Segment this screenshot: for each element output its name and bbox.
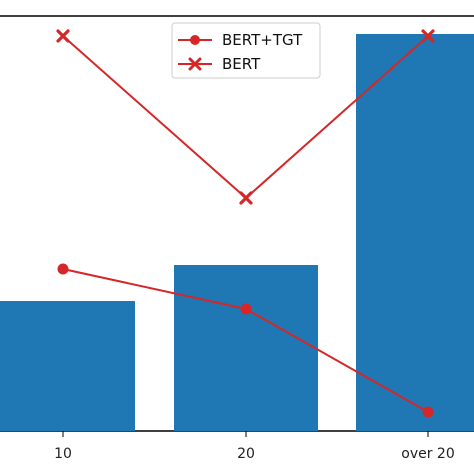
- point-bert-1: [239, 191, 253, 205]
- legend: BERT+TGT BERT: [171, 22, 321, 79]
- point-bert-0: [56, 29, 70, 43]
- bar-20: [174, 265, 318, 431]
- legend-entry-bert-tgt: BERT+TGT: [178, 31, 303, 49]
- legend-entry-bert: BERT: [178, 55, 261, 73]
- x-tick-label-1: 20: [237, 446, 255, 462]
- bar-group: [0, 34, 474, 431]
- legend-marker-circle: [190, 35, 200, 45]
- x-tick-label-0: 10: [54, 446, 72, 462]
- line-series-group: [56, 29, 435, 418]
- bar-10: [0, 301, 135, 431]
- x-tick-label-2: over 20: [401, 446, 454, 462]
- point-bert-tgt-2: [422, 406, 434, 418]
- bar-over-20: [356, 34, 474, 431]
- point-bert-2: [421, 29, 435, 43]
- legend-label-bert: BERT: [222, 55, 261, 73]
- legend-label-bert-tgt: BERT+TGT: [222, 31, 303, 49]
- point-bert-tgt-0: [57, 263, 69, 275]
- point-bert-tgt-1: [240, 303, 252, 315]
- x-ticks: 10 20 over 20: [54, 431, 455, 462]
- legend-marker-x: [188, 57, 202, 71]
